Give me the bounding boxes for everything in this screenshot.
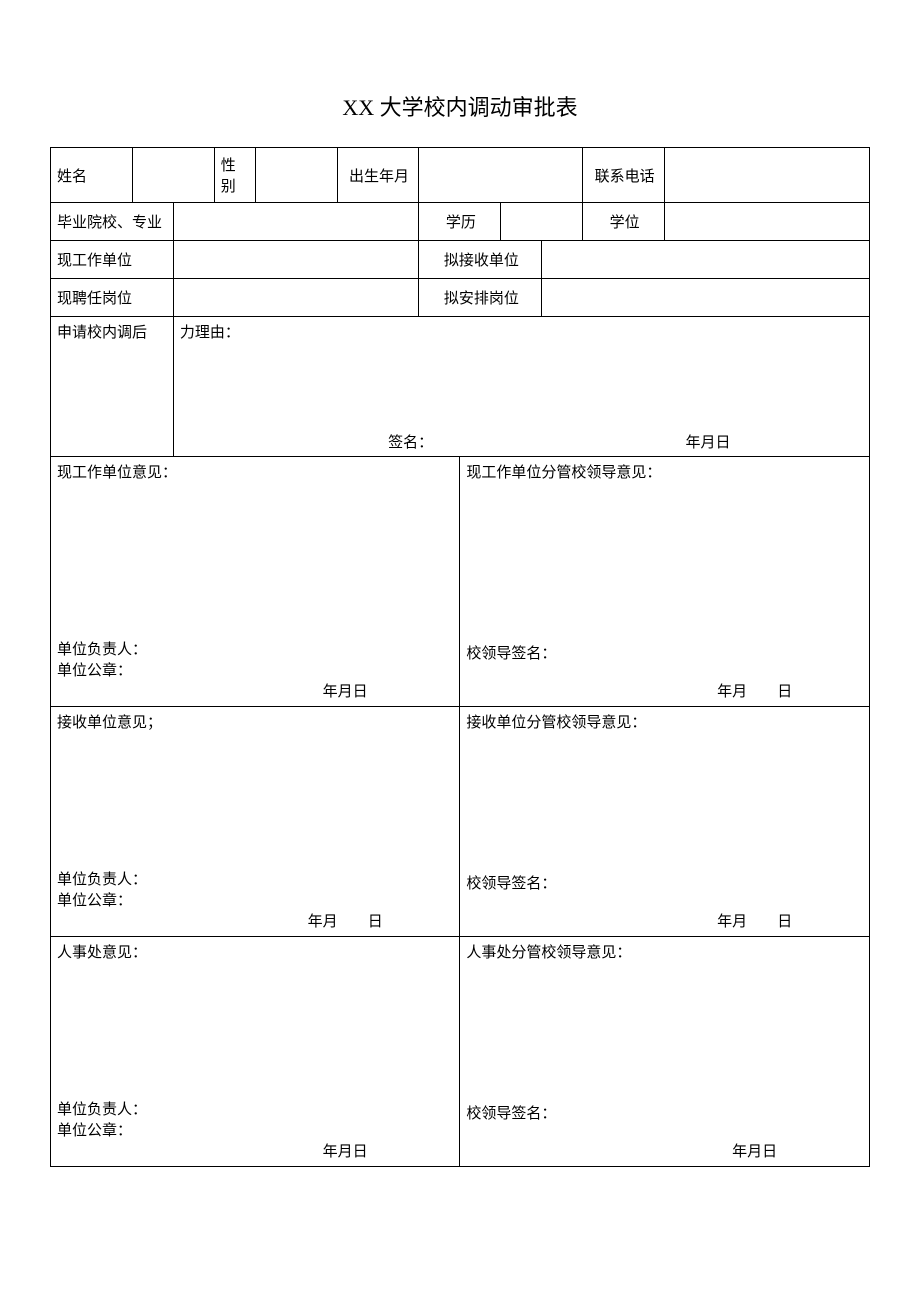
- opinion-current-leader-title: 现工作单位分管校领导意见：: [466, 461, 863, 482]
- reason-cell[interactable]: 力理由： 签名： 年月日: [173, 317, 869, 457]
- school-leader-sign-1: 校领导签名：: [466, 642, 863, 663]
- label-birth: 出生年月: [337, 148, 419, 203]
- opinion-hr-cell[interactable]: 人事处意见： 单位负责人： 单位公章： 年月日: [51, 937, 460, 1167]
- value-receive-unit[interactable]: [542, 241, 870, 279]
- opinion-hr-leader-title: 人事处分管校领导意见：: [466, 941, 863, 962]
- value-grad-school[interactable]: [173, 203, 419, 241]
- label-arrange-post: 拟安排岗位: [419, 279, 542, 317]
- unit-seal-label-3: 单位公章：: [57, 1119, 453, 1140]
- value-name[interactable]: [132, 148, 214, 203]
- date-d-1: 日: [777, 684, 792, 700]
- label-apply: 申请校内调后: [51, 317, 174, 457]
- value-arrange-post[interactable]: [542, 279, 870, 317]
- approval-form-table: 姓名 性别 出生年月 联系电话 毕业院校、专业 学历 学位 现工作单位 拟接收单…: [50, 147, 870, 1167]
- form-title: XX 大学校内调动审批表: [50, 90, 870, 122]
- label-current-post: 现聘任岗位: [51, 279, 174, 317]
- unit-head-label-3: 单位负责人：: [57, 1098, 453, 1119]
- date-d-2r: 日: [777, 914, 792, 930]
- reason-label: 力理由：: [180, 321, 863, 342]
- opinion-current-unit-cell[interactable]: 现工作单位意见： 单位负责人： 单位公章： 年月日: [51, 457, 460, 707]
- opinion2-right-date: 年月 日: [466, 910, 863, 931]
- opinion-receive-unit-cell[interactable]: 接收单位意见； 单位负责人： 单位公章： 年月 日: [51, 707, 460, 937]
- label-phone: 联系电话: [583, 148, 665, 203]
- date-ym-1: 年月: [717, 684, 747, 700]
- opinion-receive-unit-title: 接收单位意见；: [57, 711, 453, 732]
- date-ym-2r: 年月: [717, 914, 747, 930]
- label-name: 姓名: [51, 148, 133, 203]
- signature-date: 年月日: [453, 431, 863, 452]
- value-current-post[interactable]: [173, 279, 419, 317]
- opinion-current-leader-cell[interactable]: 现工作单位分管校领导意见： 校领导签名： 年月 日: [460, 457, 870, 707]
- unit-seal-label-2: 单位公章：: [57, 889, 453, 910]
- value-education[interactable]: [501, 203, 583, 241]
- opinion3-left-date: 年月日: [57, 1140, 453, 1161]
- value-gender[interactable]: [255, 148, 337, 203]
- date-ym-2l: 年月: [308, 914, 338, 930]
- opinion-hr-title: 人事处意见：: [57, 941, 453, 962]
- opinion1-left-date: 年月日: [57, 680, 453, 701]
- opinion3-right-date: 年月日: [466, 1140, 863, 1161]
- date-d-2l: 日: [368, 914, 383, 930]
- label-education: 学历: [419, 203, 501, 241]
- school-leader-sign-2: 校领导签名：: [466, 872, 863, 893]
- unit-seal-label: 单位公章：: [57, 659, 453, 680]
- unit-head-label-2: 单位负责人：: [57, 868, 453, 889]
- opinion2-left-date: 年月 日: [57, 910, 453, 931]
- label-grad-school: 毕业院校、专业: [51, 203, 174, 241]
- label-degree: 学位: [583, 203, 665, 241]
- opinion-current-unit-title: 现工作单位意见：: [57, 461, 453, 482]
- label-gender: 性别: [214, 148, 255, 203]
- signature-label: 签名：: [180, 431, 453, 452]
- label-receive-unit: 拟接收单位: [419, 241, 542, 279]
- opinion-receive-leader-cell[interactable]: 接收单位分管校领导意见： 校领导签名： 年月 日: [460, 707, 870, 937]
- value-degree[interactable]: [665, 203, 870, 241]
- apply-label-text: 申请校内调后: [57, 325, 147, 341]
- value-phone[interactable]: [665, 148, 870, 203]
- opinion-receive-leader-title: 接收单位分管校领导意见：: [466, 711, 863, 732]
- opinion-hr-leader-cell[interactable]: 人事处分管校领导意见： 校领导签名： 年月日: [460, 937, 870, 1167]
- unit-head-label: 单位负责人：: [57, 638, 453, 659]
- value-current-unit[interactable]: [173, 241, 419, 279]
- label-current-unit: 现工作单位: [51, 241, 174, 279]
- opinion1-right-date: 年月 日: [466, 680, 863, 701]
- school-leader-sign-3: 校领导签名：: [466, 1102, 863, 1123]
- value-birth[interactable]: [419, 148, 583, 203]
